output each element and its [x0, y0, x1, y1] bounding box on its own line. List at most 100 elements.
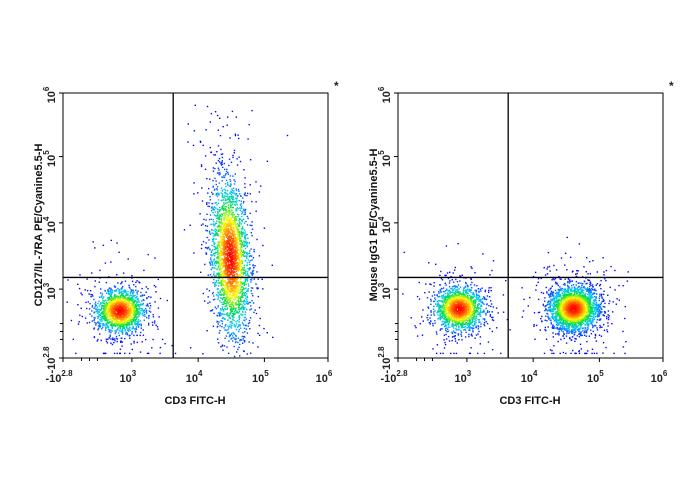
event-dot [230, 225, 232, 228]
event-dot [231, 319, 234, 321]
event-dot [234, 302, 237, 304]
event-dot [218, 260, 220, 262]
event-dot [230, 303, 232, 306]
event-dot [103, 305, 105, 308]
event-dot [466, 289, 468, 292]
event-dot [121, 313, 123, 316]
event-dot [102, 352, 105, 355]
event-dot [135, 306, 137, 308]
event-dot [234, 281, 237, 283]
event-dot [136, 322, 138, 324]
event-dot [103, 309, 105, 311]
event-dot [253, 248, 255, 251]
event-dot [223, 225, 226, 227]
event-dot [125, 293, 128, 295]
event-dot [225, 213, 228, 216]
event-dot [258, 191, 261, 193]
event-dot [230, 224, 232, 226]
event-dot [255, 210, 257, 212]
event-dot [224, 202, 227, 204]
event-dot [110, 261, 112, 263]
event-dot [80, 292, 82, 294]
event-dot [450, 319, 453, 321]
event-dot [249, 309, 251, 311]
event-dot [105, 318, 107, 320]
event-dot [110, 310, 113, 313]
event-dot [243, 242, 245, 244]
event-dot [233, 152, 235, 154]
event-dot [119, 348, 122, 350]
event-dot [98, 310, 100, 313]
event-dot [238, 324, 240, 326]
event-dot [98, 315, 100, 317]
event-dot [210, 254, 212, 256]
y-tick-label: -102.8 [42, 346, 58, 374]
event-dot [214, 202, 216, 204]
event-dot [120, 341, 122, 343]
event-dot [141, 309, 143, 311]
event-dot [457, 290, 459, 292]
event-dot [492, 306, 494, 308]
event-dot [228, 294, 231, 296]
event-dot [250, 290, 252, 292]
event-dot [130, 321, 133, 324]
event-dot [239, 262, 241, 264]
event-dot [109, 299, 111, 301]
event-dot [112, 323, 114, 325]
event-dot [135, 309, 137, 311]
event-dot [227, 243, 229, 245]
event-dot [216, 151, 218, 153]
event-dot [140, 331, 142, 334]
event-dot [217, 338, 219, 340]
event-dot [222, 249, 224, 251]
event-dot [246, 332, 249, 334]
event-dot [113, 285, 116, 287]
event-dot [232, 236, 235, 238]
event-dot [108, 297, 111, 299]
event-dot [227, 235, 230, 237]
event-dot [117, 308, 120, 311]
event-dot [119, 318, 122, 320]
event-dot [221, 237, 223, 239]
event-dot [233, 314, 235, 316]
event-dot [473, 295, 476, 297]
event-dot [464, 293, 466, 296]
event-dot [230, 287, 232, 289]
event-dot [211, 238, 214, 241]
event-dot [209, 178, 211, 180]
event-dot [231, 324, 233, 327]
event-dot [223, 293, 225, 296]
event-dot [123, 312, 125, 314]
event-dot [131, 316, 133, 319]
event-dot [249, 317, 252, 319]
event-dot [213, 243, 215, 246]
event-dot [445, 338, 448, 340]
event-dot [128, 286, 130, 288]
event-dot [103, 314, 106, 316]
event-dot [127, 293, 129, 295]
event-dot [223, 236, 225, 238]
event-dot [445, 316, 447, 319]
event-dot [206, 225, 209, 227]
event-dot [225, 206, 227, 208]
event-dot [94, 321, 96, 324]
event-dot [474, 316, 476, 318]
event-dot [220, 248, 222, 251]
event-dot [133, 291, 135, 293]
event-dot [121, 309, 123, 312]
event-dot [478, 303, 481, 305]
event-dot [244, 259, 247, 262]
event-dot [135, 328, 138, 330]
event-dot [232, 223, 234, 225]
event-dot [224, 174, 227, 176]
event-dot [240, 200, 242, 202]
event-dot [220, 294, 223, 296]
event-dot [244, 229, 246, 231]
event-dot [225, 222, 228, 225]
event-dot [433, 300, 436, 302]
event-dot [228, 259, 230, 261]
event-dot [139, 295, 142, 297]
event-dot [241, 259, 243, 262]
event-dot [104, 317, 107, 319]
event-dot [102, 312, 104, 314]
